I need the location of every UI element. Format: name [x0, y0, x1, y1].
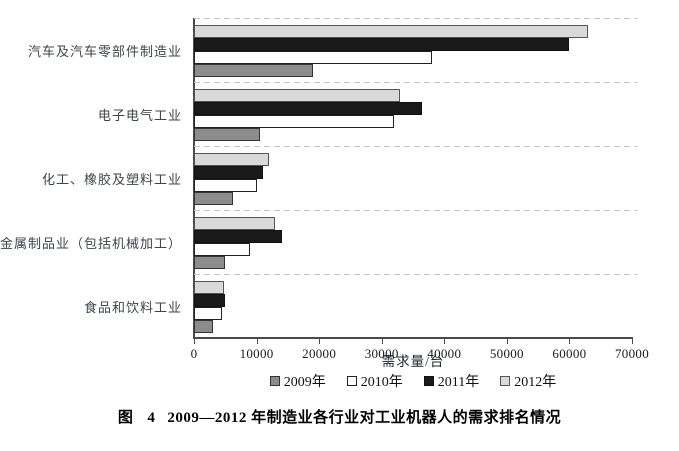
bar-2012年 — [194, 89, 400, 102]
legend-item-2010年: 2010年 — [346, 371, 403, 391]
bar-2009年 — [194, 320, 213, 333]
bar-2011年 — [194, 166, 263, 179]
group-separator-gridline — [194, 210, 637, 211]
group-separator-gridline — [194, 18, 637, 19]
figure-caption: 图 4 2009—2012 年制造业各行业对工业机器人的需求排名情况 — [0, 406, 679, 427]
bar-2009年 — [194, 128, 260, 141]
legend-label: 2011年 — [437, 375, 480, 390]
legend-swatch-icon — [346, 376, 357, 386]
legend-swatch-icon — [500, 376, 511, 386]
x-axis-tick-label: 70000 — [615, 346, 649, 361]
legend-item-2011年: 2011年 — [423, 371, 480, 391]
x-axis-tick-label: 20000 — [302, 346, 337, 361]
x-axis-title: 需求量/台 — [381, 354, 445, 369]
category-label: 化工、橡胶及塑料工业 — [41, 171, 182, 187]
bar-2011年 — [194, 38, 569, 51]
plot-area: 0 10000 20000 30000 40000 50000 60000 70000 — [191, 18, 649, 361]
caption-figure-label: 图 — [117, 410, 134, 426]
bar-2009年 — [194, 192, 233, 205]
bar-2009年 — [194, 256, 225, 269]
group-separator-gridline — [194, 146, 637, 147]
x-axis-tick — [381, 339, 383, 344]
bar-2010年 — [194, 179, 257, 192]
category-label: 金属制品业（包括机械加工） — [0, 235, 183, 251]
bar-2011年 — [194, 102, 422, 115]
x-axis-tick — [632, 339, 633, 344]
bar-2010年 — [194, 51, 432, 64]
legend-item-2012年: 2012年 — [500, 371, 556, 391]
bar-2012年 — [194, 25, 588, 38]
category-label: 食品和饮料工业 — [83, 299, 182, 315]
legend: 2009年 2010年 2011年 2012年 — [194, 372, 632, 390]
caption-text: 2009—2012 年制造业各行业对工业机器人的需求排名情况 — [167, 410, 562, 426]
bar-2011年 — [194, 294, 225, 307]
x-axis-tick — [506, 339, 508, 344]
bar-2012年 — [194, 217, 275, 230]
category-label: 电子电气工业 — [97, 107, 182, 123]
bar-2009年 — [194, 64, 313, 77]
bar-2010年 — [194, 307, 222, 320]
x-axis-tick — [569, 339, 571, 344]
x-axis-tick-label: 40000 — [427, 346, 462, 361]
bar-2012年 — [194, 153, 269, 166]
category-axis-labels: 汽车及汽车零部件制造业电子电气工业化工、橡胶及塑料工业金属制品业（包括机械加工）… — [0, 18, 188, 338]
group-separator-gridline — [194, 274, 637, 275]
x-axis-tick — [256, 339, 258, 344]
x-axis-tick-label: 60000 — [552, 346, 587, 361]
x-axis-tick-label: 0 — [190, 346, 198, 361]
x-axis-tick-label: 30000 — [364, 346, 399, 361]
legend-swatch-icon — [423, 376, 434, 386]
bar-2011年 — [194, 230, 282, 243]
legend-label: 2009年 — [283, 375, 326, 390]
group-separator-gridline — [194, 82, 637, 83]
legend-label: 2010年 — [360, 375, 403, 390]
bar-2012年 — [194, 281, 224, 294]
x-axis-tick — [194, 339, 195, 344]
x-axis-tick-label: 50000 — [489, 346, 524, 361]
bar-2010年 — [194, 115, 394, 128]
x-axis-tick-label: 10000 — [239, 346, 274, 361]
legend-swatch-icon — [269, 376, 280, 386]
category-label: 汽车及汽车零部件制造业 — [27, 43, 182, 59]
x-axis-line — [193, 337, 633, 339]
bar-2010年 — [194, 243, 250, 256]
caption-figure-number: 4 — [147, 410, 156, 426]
x-axis-tick — [319, 339, 321, 344]
legend-item-2009年: 2009年 — [269, 371, 326, 391]
x-axis-tick — [444, 339, 446, 344]
legend-label: 2012年 — [514, 375, 557, 390]
